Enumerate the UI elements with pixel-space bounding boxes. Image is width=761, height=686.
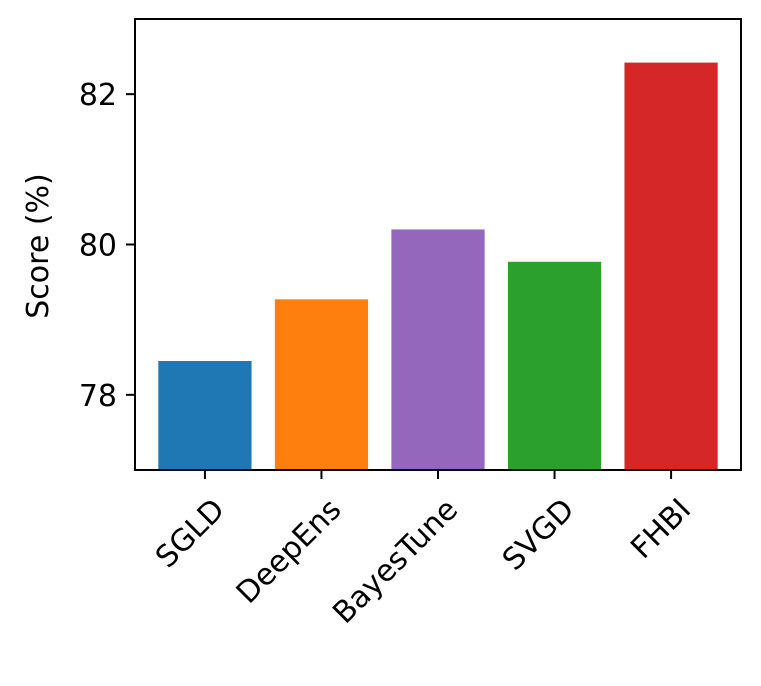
bar-deepens bbox=[274, 299, 369, 470]
x-tick-label-bayestune: BayesTune bbox=[326, 492, 465, 631]
bar-bayestune bbox=[391, 229, 485, 470]
bar-fhbi bbox=[624, 62, 718, 470]
y-tick-label-80: 80 bbox=[79, 229, 117, 264]
y-axis-label: Score (%) bbox=[21, 173, 56, 318]
y-tick-label-82: 82 bbox=[79, 78, 117, 113]
x-tick-label-deepens: DeepEns bbox=[230, 492, 349, 611]
plot-frame bbox=[134, 18, 742, 471]
x-tick-label-svgd: SVGD bbox=[496, 492, 582, 578]
y-tick-label-78: 78 bbox=[79, 379, 117, 414]
x-tick-label-fhbi: FHBI bbox=[624, 492, 698, 566]
bar-sgld bbox=[158, 361, 252, 470]
x-tick-label-sgld: SGLD bbox=[149, 492, 232, 575]
bars-layer bbox=[158, 62, 718, 470]
bar-svgd bbox=[507, 261, 602, 470]
